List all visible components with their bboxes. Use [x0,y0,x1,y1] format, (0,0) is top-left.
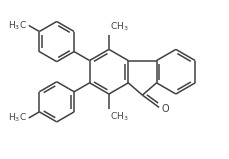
Text: O: O [162,104,169,114]
Text: CH$_3$: CH$_3$ [110,110,129,123]
Text: H$_3$C: H$_3$C [8,19,27,32]
Text: H$_3$C: H$_3$C [8,112,27,124]
Text: CH$_3$: CH$_3$ [110,21,129,33]
